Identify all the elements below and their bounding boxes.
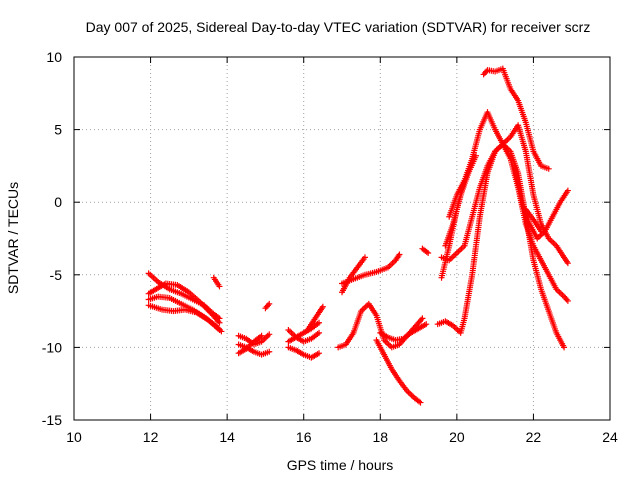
marker-d4-6-0: [417, 399, 424, 406]
series-a5: [210, 274, 223, 290]
marker-a5-1-0: [216, 283, 223, 290]
series-d3: [335, 300, 426, 351]
marker-c4-3-0: [319, 303, 326, 310]
y-tick-label-10: 10: [46, 49, 62, 65]
x-tick-label-22: 22: [526, 429, 542, 445]
marker-e6-9-0: [545, 165, 552, 172]
x-tick-label-16: 16: [296, 429, 312, 445]
x-tick-label-14: 14: [219, 429, 235, 445]
marker-d1-3-0: [361, 254, 368, 261]
x-tick-label-18: 18: [372, 429, 388, 445]
marker-d2-6-0: [396, 251, 403, 258]
x-axis-label: GPS time / hours: [287, 457, 394, 473]
series-e1: [434, 141, 568, 351]
series-e4: [442, 152, 479, 249]
series-b4: [262, 300, 273, 312]
marker-a4-6-0: [216, 326, 223, 333]
series-d2: [339, 251, 403, 287]
y-tick-label--5: -5: [50, 267, 63, 283]
marker-b2-4-0: [266, 348, 273, 355]
x-tick-label-20: 20: [449, 429, 465, 445]
series-d4: [373, 337, 424, 406]
y-tick-label-0: 0: [54, 194, 62, 210]
x-tick-labels: 10 12 14 16 18 20 22 24: [66, 429, 618, 445]
series-e8: [522, 206, 545, 235]
marker-e5-2-0: [461, 177, 468, 184]
chart-title: Day 007 of 2025, Sidereal Day-to-day VTE…: [86, 19, 591, 35]
series-e6: [480, 65, 552, 172]
series-a4: [145, 302, 223, 333]
series-b3: [235, 332, 265, 357]
y-axis-label: SDTVAR / TECUs: [5, 182, 21, 294]
y-tick-label--15: -15: [42, 412, 62, 428]
marker-b4-1-0: [266, 300, 273, 307]
marker-b1-4-0: [266, 331, 273, 338]
marker-e3-17-0: [564, 260, 571, 267]
marker-e7-7-0: [564, 187, 571, 194]
marker-c1-4-0: [316, 329, 323, 336]
marker-b3-3-0: [258, 332, 265, 339]
marker-e4-4-0: [473, 152, 479, 159]
series-c4: [304, 303, 326, 333]
y-tick-label--10: -10: [42, 339, 62, 355]
marker-e8-2-0: [538, 228, 545, 235]
marker-e1-17-0: [561, 344, 568, 351]
series-d5: [377, 321, 430, 344]
x-tick-label-10: 10: [66, 429, 82, 445]
series-d6: [419, 245, 432, 257]
series-a2: [145, 280, 223, 326]
axis-ticks: [73, 56, 611, 421]
marker-c2-4-0: [316, 350, 323, 357]
x-tick-label-24: 24: [602, 429, 618, 445]
marker-a2-7-0: [216, 319, 223, 326]
marker-c3-4-0: [316, 319, 323, 326]
marker-d6-1-0: [425, 250, 432, 257]
series-c2: [285, 344, 323, 361]
y-tick-labels: 10 5 0 -5 -10 -15: [42, 49, 62, 428]
series-e7: [511, 162, 571, 242]
x-tick-label-12: 12: [143, 429, 159, 445]
marker-d5-6-0: [423, 321, 430, 328]
marker-d3-11-0: [419, 315, 426, 322]
series-e5: [446, 177, 468, 220]
series-e2: [438, 141, 571, 304]
y-tick-label-5: 5: [54, 122, 62, 138]
plot-frame: [73, 56, 611, 421]
marker-e2-17-0: [564, 297, 571, 304]
data-markers: [145, 65, 571, 406]
